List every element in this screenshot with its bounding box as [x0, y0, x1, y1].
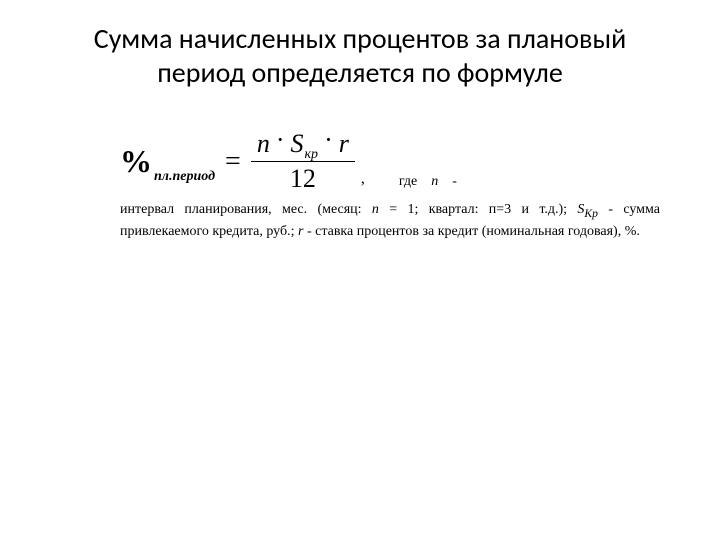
numerator: n · S кр · r	[251, 129, 355, 161]
formula-lhs: % пл.период	[120, 143, 215, 180]
formula: % пл.период = n · S кр · r 12 , где n	[120, 129, 660, 194]
slide: Сумма начисленных процентов за плановый …	[0, 0, 720, 540]
formula-trail: где n -	[399, 174, 457, 190]
percent-symbol: %	[120, 143, 152, 180]
desc-Skr-sub: Кр	[584, 207, 598, 220]
S-subscript: кр	[305, 147, 319, 163]
fraction: n · S кр · r 12	[251, 129, 355, 194]
title-line-1: Сумма начисленных процентов за плановый	[94, 21, 626, 56]
content-block: % пл.период = n · S кр · r 12 , где n	[120, 129, 660, 242]
desc-part4: - ставка процентов за кредит (номинальна…	[303, 224, 639, 239]
var-S: S	[291, 129, 304, 159]
mult-dot-1: ·	[276, 125, 285, 155]
mult-dot-2: ·	[324, 125, 333, 155]
equals-sign: =	[225, 146, 241, 178]
trail-gde: где	[399, 174, 417, 189]
desc-part1: интервал планирования, мес. (месяц:	[120, 202, 372, 217]
desc-part2: = 1; квартал: п=3 и т.д.);	[379, 202, 578, 217]
trail-dash: -	[452, 174, 457, 189]
slide-title: Сумма начисленных процентов за плановый …	[40, 22, 680, 89]
formula-comma: ,	[361, 170, 365, 188]
trail-n: n	[431, 174, 438, 189]
var-n: n	[257, 129, 270, 159]
description: интервал планирования, мес. (месяц: n = …	[120, 200, 660, 242]
desc-n: n	[372, 202, 379, 217]
title-line-2: период определяется по формуле	[157, 55, 563, 90]
denominator: 12	[251, 161, 355, 194]
var-r: r	[339, 129, 349, 159]
lhs-subscript: пл.период	[154, 169, 215, 185]
